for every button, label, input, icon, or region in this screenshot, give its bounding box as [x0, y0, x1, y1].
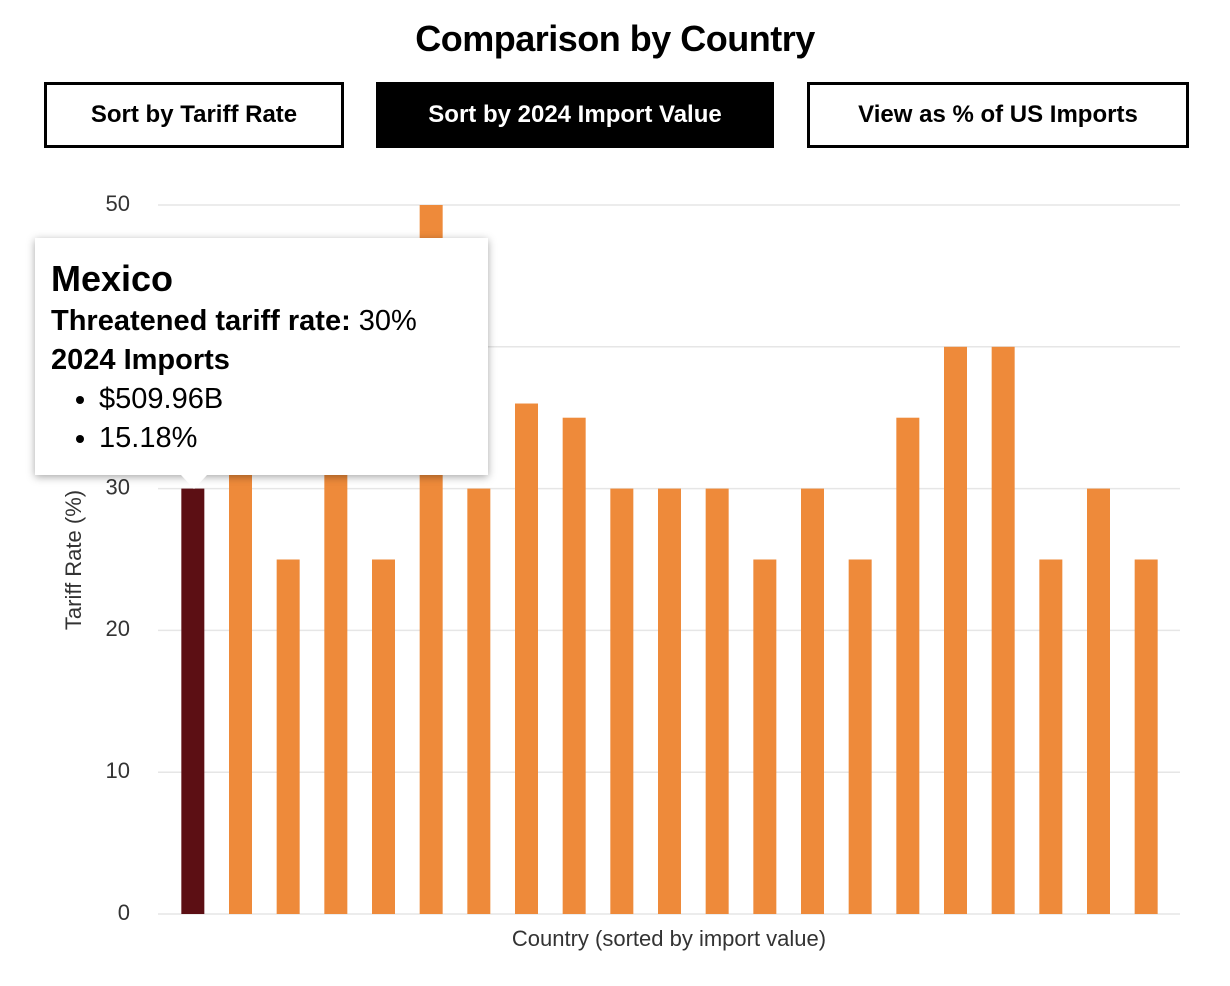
bar — [562, 417, 586, 914]
bar — [1087, 488, 1110, 914]
x-axis-label: Country (sorted by import value) — [512, 926, 826, 951]
bar — [991, 346, 1015, 914]
bar — [467, 488, 491, 914]
bar — [276, 559, 300, 914]
bar — [801, 488, 824, 914]
imports-label: 2024 Imports — [51, 344, 230, 376]
rate-label: Threatened tariff rate: — [51, 305, 351, 337]
import-share: 15.18% — [99, 419, 472, 458]
rate-value: 30% — [358, 305, 417, 337]
bar — [896, 417, 920, 914]
bar — [753, 559, 777, 914]
bar — [610, 488, 634, 914]
bar — [705, 488, 729, 914]
y-tick-label: 20 — [106, 616, 130, 641]
bar — [515, 403, 538, 914]
tooltip-rate: Threatened tariff rate: 30% — [51, 302, 472, 341]
bar — [324, 417, 348, 914]
tooltip: Mexico Threatened tariff rate: 30% 2024 … — [35, 238, 488, 489]
percent-view-button[interactable]: View as % of US Imports — [807, 82, 1189, 148]
y-tick-label: 0 — [118, 900, 130, 925]
import-value: $509.96B — [99, 380, 472, 419]
y-tick-label: 10 — [106, 758, 130, 783]
bar — [1134, 559, 1158, 914]
bar — [1039, 559, 1063, 914]
sort-import-button[interactable]: Sort by 2024 Import Value — [376, 82, 774, 148]
bar — [944, 346, 967, 914]
bar — [181, 488, 205, 914]
tooltip-title: Mexico — [51, 258, 174, 299]
y-axis-label: Tariff Rate (%) — [61, 490, 86, 630]
tooltip-pointer — [181, 475, 207, 489]
imports-list: $509.96B 15.18% — [51, 380, 472, 458]
bar — [372, 559, 395, 914]
title: Comparison by Country — [415, 18, 815, 59]
bar — [658, 488, 681, 914]
bar — [848, 559, 872, 914]
y-tick-label: 30 — [106, 474, 130, 499]
sort-tariff-button[interactable]: Sort by Tariff Rate — [44, 82, 344, 148]
y-tick-label: 50 — [106, 191, 130, 216]
bar — [229, 417, 252, 914]
